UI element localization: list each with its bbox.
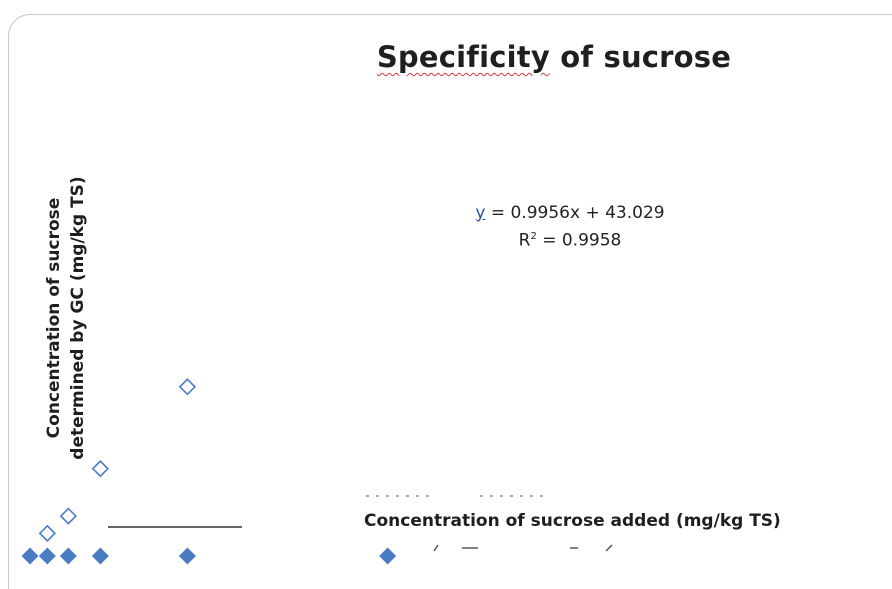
chart-title-rest: of sucrose <box>549 40 732 74</box>
chart-title: Specificity of sucrose <box>0 40 892 74</box>
r-squared: R2 = 0.9958 <box>420 225 720 253</box>
regression-line: y = 0.9956x + 43.029 <box>420 202 720 225</box>
r2-prefix: R <box>518 230 531 251</box>
filled-data-point-5 <box>379 547 397 565</box>
open-data-point-1 <box>59 507 77 525</box>
chart-title-word: Specificity <box>376 40 550 74</box>
open-data-point-0 <box>38 524 56 542</box>
equation-y: y <box>475 203 486 223</box>
trendline-equation: y = 0.9956x + 43.029 R2 = 0.9958 <box>420 202 720 253</box>
filled-data-point-1 <box>38 547 56 565</box>
r2-superscript: 2 <box>530 231 537 242</box>
open-data-point-3 <box>178 378 197 396</box>
equation-rest: = 0.9956x + 43.029 <box>485 203 665 223</box>
markers <box>21 378 397 565</box>
filled-data-point-0 <box>21 547 39 565</box>
filled-data-point-3 <box>91 547 109 565</box>
open-data-point-2 <box>91 460 109 478</box>
filled-data-point-4 <box>178 547 196 565</box>
chart-frame <box>8 14 892 589</box>
r2-rest: = 0.9958 <box>536 230 622 251</box>
x-axis-label: Concentration of sucrose added (mg/kg TS… <box>364 511 781 531</box>
tick-fragments <box>433 544 613 552</box>
filled-data-point-2 <box>59 547 77 565</box>
